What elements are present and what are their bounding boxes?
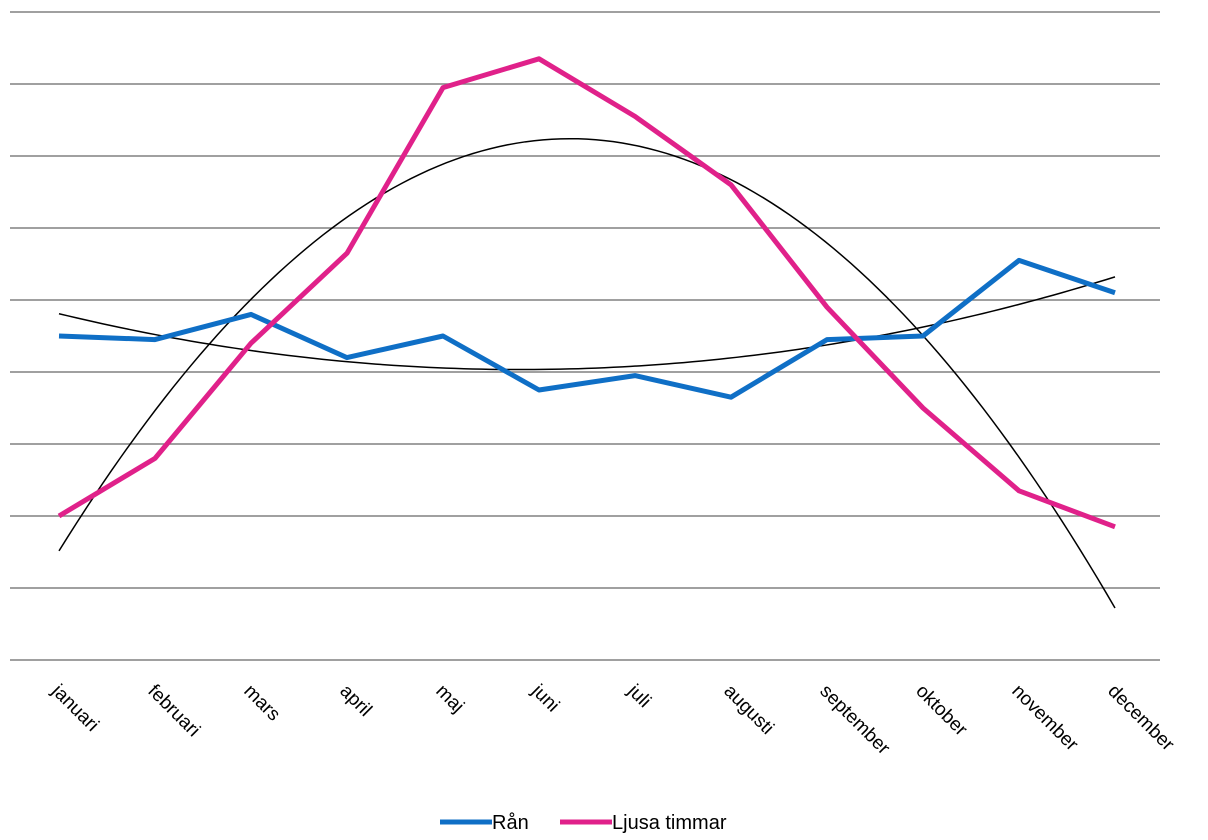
trendline-ljusa-timmar	[58, 137, 1116, 609]
x-tick-label: juni	[527, 680, 563, 716]
series-line-ljusa-timmar	[57, 56, 1116, 530]
x-axis-tick-labels: januari februari mars april maj juni juli augus…	[47, 680, 1179, 760]
legend-entry: Rån	[492, 812, 529, 834]
x-tick-label: december	[1103, 681, 1178, 756]
x-tick-label: april	[335, 681, 375, 721]
legend: Rån Ljusa timmar	[440, 812, 727, 834]
x-tick-label: maj	[431, 681, 468, 718]
x-tick-label: februari	[143, 681, 203, 741]
gridlines	[10, 11, 1160, 661]
x-tick-label: oktober	[911, 681, 971, 741]
x-tick-label: juli	[623, 680, 655, 712]
trendlines	[58, 137, 1116, 609]
legend-entry: Ljusa timmar	[612, 812, 727, 834]
x-tick-label: september	[815, 681, 894, 760]
x-tick-label: mars	[239, 681, 284, 726]
series-line-rån	[58, 257, 1116, 400]
series-lines	[57, 56, 1116, 530]
x-tick-label: januari	[47, 680, 103, 736]
x-tick-label: november	[1007, 681, 1082, 756]
x-tick-label: augusti	[719, 681, 777, 739]
